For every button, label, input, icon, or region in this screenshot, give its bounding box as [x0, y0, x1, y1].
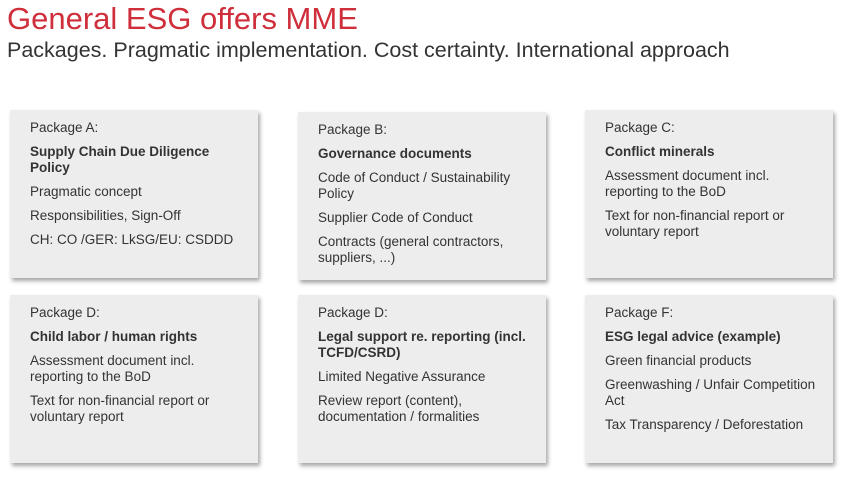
package-heading: Legal support re. reporting (incl. TCFD/…: [318, 329, 526, 360]
slide-title: General ESG offers MME: [7, 1, 358, 36]
package-item: Pragmatic concept: [30, 184, 142, 199]
package-item: Text for non-financial report or volunta…: [605, 208, 785, 239]
slide-subtitle: Packages. Pragmatic implementation. Cost…: [7, 38, 730, 62]
package-item: Code of Conduct / Sustainability Policy: [318, 170, 511, 201]
package-item: Assessment document incl. reporting to t…: [605, 168, 770, 199]
package-label: Package C:: [605, 120, 675, 135]
package-heading: Child labor / human rights: [30, 329, 198, 344]
package-item: Green financial products: [605, 353, 752, 368]
package-card-e: Package D: Legal support re. reporting (…: [298, 295, 546, 463]
package-item: Greenwashing / Unfair Competition Act: [605, 377, 816, 408]
package-item: Review report (content), documentation /…: [318, 393, 480, 424]
package-item: Assessment document incl. reporting to t…: [30, 353, 195, 384]
package-label: Package A:: [30, 120, 99, 135]
package-label: Package B:: [318, 122, 388, 137]
package-item: Limited Negative Assurance: [318, 369, 486, 384]
package-item: Tax Transparency / Deforestation: [605, 417, 804, 432]
package-heading: ESG legal advice (example): [605, 329, 781, 344]
package-heading: Supply Chain Due Diligence Policy: [30, 144, 210, 175]
package-label: Package F:: [605, 305, 674, 320]
package-card-c: Package C: Conflict minerals Assessment …: [585, 110, 833, 278]
package-card-d: Package D: Child labor / human rights As…: [10, 295, 258, 463]
package-heading: Conflict minerals: [605, 144, 715, 159]
package-item: Supplier Code of Conduct: [318, 210, 473, 225]
package-card-f: Package F: ESG legal advice (example) Gr…: [585, 295, 833, 463]
package-item: Text for non-financial report or volunta…: [30, 393, 210, 424]
package-item: Contracts (general contractors, supplier…: [318, 234, 504, 265]
package-item: Responsibilities, Sign-Off: [30, 208, 181, 223]
package-heading: Governance documents: [318, 146, 472, 161]
package-card-b: Package B: Governance documents Code of …: [298, 112, 546, 280]
package-item: CH: CO /GER: LkSG/EU: CSDDD: [30, 232, 234, 247]
package-label: Package D:: [30, 305, 100, 320]
package-card-a: Package A: Supply Chain Due Diligence Po…: [10, 110, 258, 278]
package-label: Package D:: [318, 305, 388, 320]
